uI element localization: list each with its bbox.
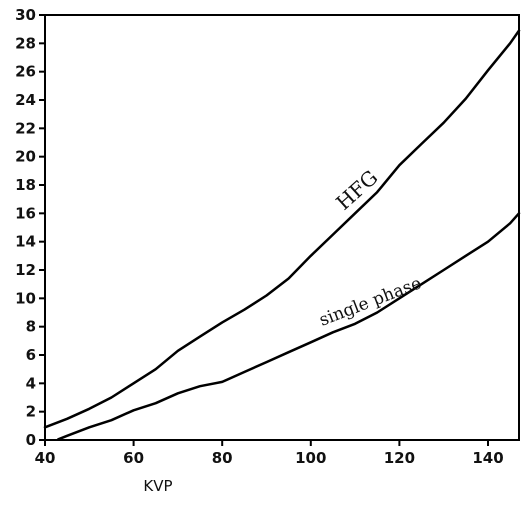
x-tick-label: 100 xyxy=(295,449,326,467)
series-label-hfg: HFG xyxy=(331,165,382,214)
y-tick-label: 28 xyxy=(15,34,36,52)
x-tick-label: 140 xyxy=(472,449,503,467)
y-tick-label: 14 xyxy=(15,233,36,251)
y-tick-label: 22 xyxy=(15,119,36,137)
x-tick-label: 80 xyxy=(212,449,233,467)
x-tick-label: 60 xyxy=(123,449,144,467)
plot-area xyxy=(44,14,520,441)
series-line-single-phase xyxy=(57,212,521,441)
series-layer xyxy=(43,29,521,441)
y-tick-label: 8 xyxy=(26,318,36,336)
y-tick-label: 26 xyxy=(15,63,36,81)
y-tick-label: 10 xyxy=(15,289,36,307)
y-tick-label: 12 xyxy=(15,261,36,279)
y-tick-label: 18 xyxy=(15,176,36,194)
x-tick-label: 40 xyxy=(35,449,56,467)
x-axis-title: KVP xyxy=(143,477,172,495)
x-tick-label: 120 xyxy=(384,449,415,467)
y-tick-label: 20 xyxy=(15,148,36,166)
y-tick-label: 0 xyxy=(26,431,36,449)
plot-frame xyxy=(44,14,520,441)
y-tick-label: 24 xyxy=(15,91,36,109)
x-axis: 40 60 80 100 120 140 xyxy=(35,440,504,467)
y-tick-label: 16 xyxy=(15,204,36,222)
y-tick-label: 2 xyxy=(26,403,36,421)
series-label-single-phase: single phase xyxy=(317,273,425,330)
y-tick-label: 6 xyxy=(26,346,36,364)
y-tick-label: 4 xyxy=(26,374,36,392)
y-tick-label: 30 xyxy=(15,6,36,24)
series-line-hfg xyxy=(43,29,521,429)
